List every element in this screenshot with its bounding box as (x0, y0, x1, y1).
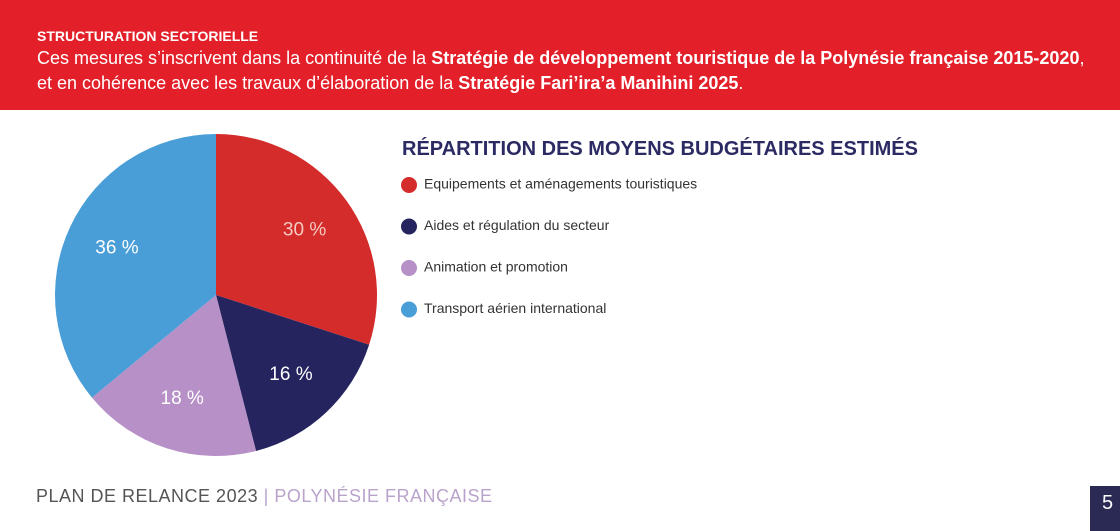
slice-label: 18 % (161, 388, 204, 409)
pie-slice (91, 295, 257, 456)
pie-slice (216, 295, 370, 451)
pie-slice (216, 134, 377, 345)
pie-slice (54, 134, 217, 398)
legend-swatch (401, 260, 417, 276)
page-number: 5 (1090, 486, 1120, 531)
slice-label: 30 % (283, 220, 326, 241)
text-run: Stratégie de développement touristique d… (431, 48, 1080, 68)
text-run: Stratégie Fari’ira’a Manihini 2025 (458, 73, 739, 93)
chart: RÉPARTITION DES MOYENS BUDGÉTAIRES ESTIM… (54, 134, 918, 456)
slice-label: 16 % (269, 364, 312, 385)
legend-label: Aides et régulation du secteur (424, 217, 610, 233)
legend-swatch (401, 218, 417, 235)
legend-label: Animation et promotion (424, 259, 568, 275)
legend-label: Transport aérien international (424, 300, 606, 316)
banner-title: STRUCTURATION SECTORIELLE (37, 28, 259, 44)
legend-swatch (401, 177, 417, 193)
footer-right: POLYNÉSIE FRANÇAISE (274, 486, 493, 506)
banner-text: Ces mesures s’inscrivent dans la continu… (37, 46, 1096, 96)
text-run: Ces mesures s’inscrivent dans la continu… (37, 48, 432, 68)
legend-label: Equipements et aménagements touristiques (424, 176, 697, 192)
footer-left: PLAN DE RELANCE 2023 (36, 486, 259, 506)
chart-title: RÉPARTITION DES MOYENS BUDGÉTAIRES ESTIM… (402, 137, 918, 160)
footer-sep: | (263, 486, 269, 506)
text-run: . (738, 73, 744, 93)
footer: PLAN DE RELANCE 2023 | POLYNÉSIE FRANÇAI… (36, 486, 493, 507)
text-run: , et en cohérence avec les travaux d’éla… (37, 48, 1085, 93)
banner: STRUCTURATION SECTORIELLE Ces mesures s’… (0, 0, 1120, 110)
legend-swatch (401, 301, 417, 318)
slice-label: 36 % (95, 237, 138, 258)
